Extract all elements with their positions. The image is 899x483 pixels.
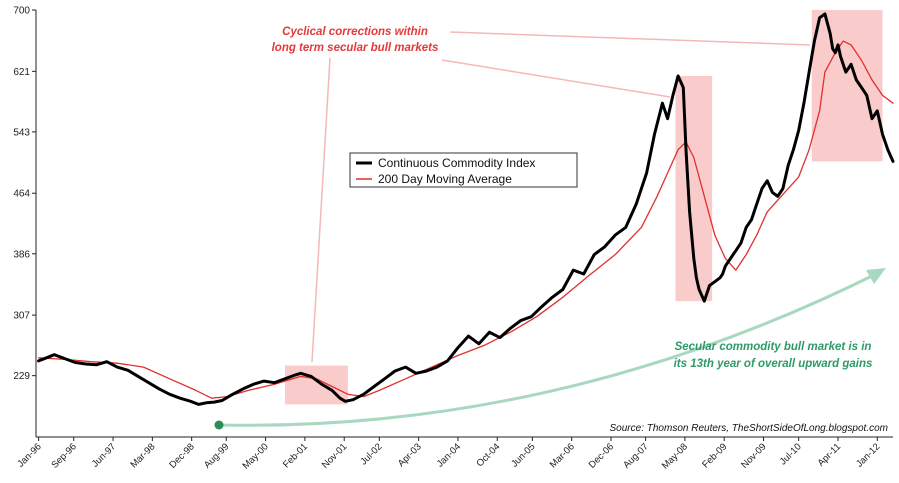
source-note: Source: Thomson Reuters, TheShortSideOfL… [610,423,888,434]
y-tick-label: 621 [13,67,30,78]
legend-label-ma: 200 Day Moving Average [378,172,512,186]
x-tick-label: Nov-01 [320,441,349,470]
x-tick-label: Jul-02 [358,441,384,467]
correction-box-1 [284,365,348,405]
x-tick-label: Sep-96 [49,441,78,470]
x-tick-label: Dec-98 [167,441,196,470]
y-tick-label: 543 [13,127,30,138]
x-tick-label: Dec-06 [587,441,616,470]
x-tick-label: Feb-01 [281,441,310,470]
x-tick-label: Mar-06 [548,441,577,470]
annotation-pointers [311,31,811,363]
x-tick-label: Mar-98 [128,441,157,470]
pointer-to-2008 [441,59,671,98]
x-tick-label: Jan-96 [15,441,43,469]
y-tick-label: 464 [13,189,30,200]
x-tick-label: Feb-09 [700,441,729,470]
pointer-to-2011 [449,31,811,46]
x-tick-label: Apr-03 [396,441,424,469]
x-tick-label: Apr-11 [816,441,843,468]
secular-trend-arrow [218,270,881,427]
y-tick-label: 386 [13,249,30,260]
legend: Continuous Commodity Index 200 Day Movin… [349,152,578,188]
x-tick-label: Jun-97 [90,441,118,469]
x-ticks: Jan-96 Sep-96 Jun-97 Mar-98 Dec-98 Aug-99 May-… [15,437,882,472]
secular-trend-arrowhead [866,268,886,284]
pointer-to-2001 [311,57,331,363]
x-tick-label: Aug-99 [202,441,231,470]
y-tick-label: 700 [13,6,30,17]
y-tick-label: 307 [13,311,30,322]
y-ticks: 229 307 386 464 543 621 700 [13,6,36,382]
axes [35,10,893,438]
x-tick-label: Aug-07 [621,441,650,470]
secular-annotation-line1: Secular commodity bull market is in [675,341,872,353]
correction-box-3 [811,10,883,162]
x-tick-label: Jul-10 [778,441,804,467]
legend-label-cci: Continuous Commodity Index [378,156,535,170]
x-tick-label: May-00 [241,441,271,471]
legend-box [349,152,578,188]
x-tick-label: Oct-04 [474,441,502,469]
x-tick-label: Jan-12 [854,441,882,469]
x-tick-label: Nov-09 [739,441,768,470]
x-tick-label: Jan-04 [435,441,463,469]
series-line-continuous-commodity-index [37,12,895,406]
start-marker [214,420,224,430]
x-tick-label: May-08 [660,441,690,471]
cyclical-annotation-line1: Cyclical corrections within [282,26,428,38]
secular-annotation-line2: its 13th year of overall upward gains [674,358,873,370]
x-tick-label: Jun-05 [509,441,537,469]
y-tick-label: 229 [13,371,30,382]
cyclical-annotation-line2: long term secular bull markets [272,42,439,54]
series-line-200-day-ma [37,40,894,399]
series-lines [37,12,895,406]
